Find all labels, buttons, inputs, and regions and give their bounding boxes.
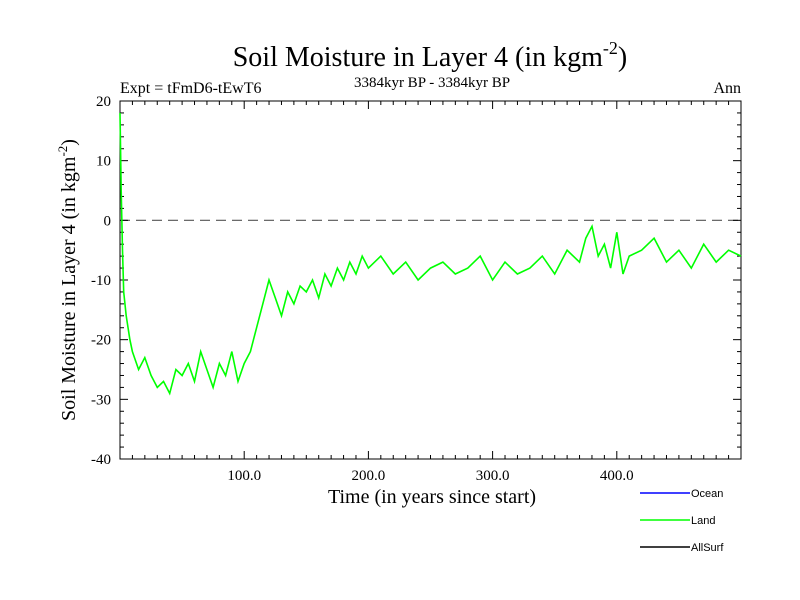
y-tick-label: 20 <box>96 94 111 110</box>
y-tick-label: -30 <box>91 392 111 408</box>
plot-frame <box>119 100 742 460</box>
y-tick-label: 0 <box>104 213 112 229</box>
x-tick-label: 200.0 <box>352 468 386 484</box>
land-series-line <box>119 112 742 396</box>
legend-ocean-label: Ocean <box>691 488 723 500</box>
y-tick-label: 10 <box>96 154 111 170</box>
y-axis-label-sup: -2 <box>55 146 70 157</box>
chart-title: Soil Moisture in Layer 4 (in kgm-2) <box>233 38 628 73</box>
axis-tick-labels: 100.0 200.0 300.0 400.0 -40 -30 -20 -10 0 10 20 <box>91 94 634 484</box>
chart-title-close: ) <box>618 42 627 73</box>
y-tick-label: -40 <box>91 452 111 468</box>
legend: Ocean Land AllSurf <box>640 488 724 554</box>
season-label: Ann <box>713 80 741 97</box>
y-tick-label: -20 <box>91 333 111 349</box>
y-axis-label: Soil Moisture in Layer 4 (in kgm-2) <box>55 139 80 421</box>
x-tick-label: 300.0 <box>476 468 510 484</box>
legend-allsurf-label: AllSurf <box>691 542 724 554</box>
x-axis-label: Time (in years since start) <box>328 486 536 508</box>
y-axis-label-main: Soil Moisture in Layer 4 (in kgm <box>58 156 80 421</box>
chart-title-sup: -2 <box>603 38 618 58</box>
period-label: 3384kyr BP - 3384kyr BP <box>354 75 510 91</box>
y-axis-label-close: ) <box>58 139 80 146</box>
x-tick-label: 100.0 <box>227 468 261 484</box>
legend-land-label: Land <box>691 515 715 527</box>
chart-title-main: Soil Moisture in Layer 4 (in kgm <box>233 42 603 73</box>
axis-ticks <box>120 101 741 459</box>
x-tick-label: 400.0 <box>600 468 634 484</box>
y-tick-label: -10 <box>91 273 111 289</box>
experiment-label: Expt = tFmD6-tEwT6 <box>120 80 261 97</box>
